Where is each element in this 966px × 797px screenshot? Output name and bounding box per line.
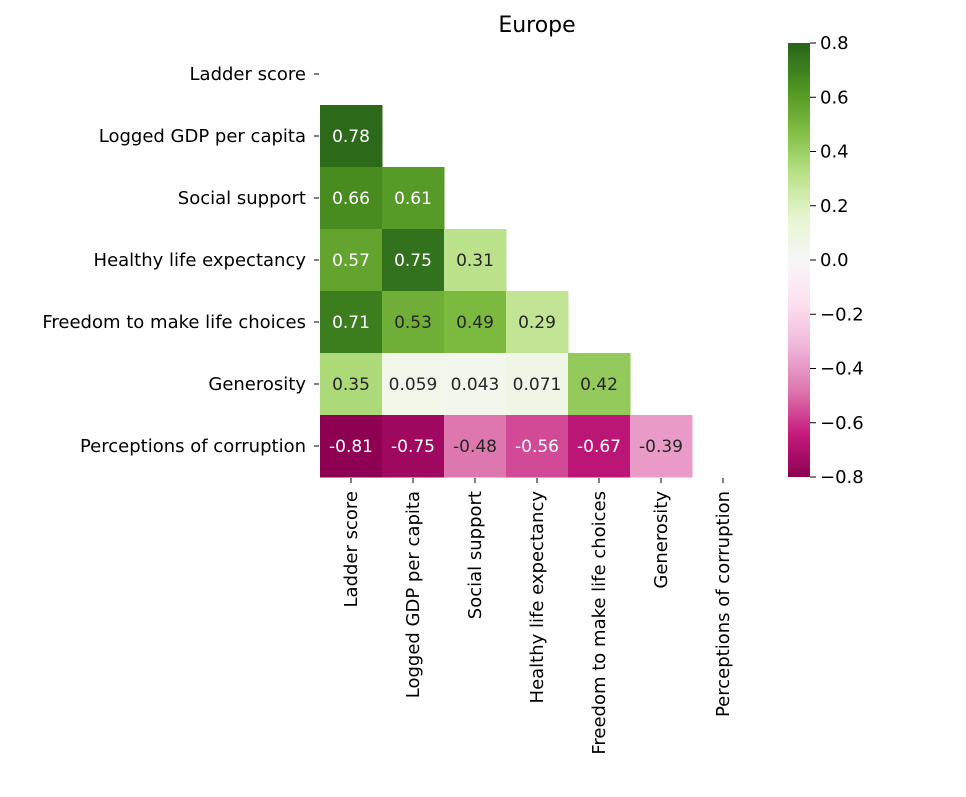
cell-value-label: -0.67 <box>577 437 621 457</box>
cell-value-label: 0.043 <box>451 375 500 395</box>
heatmap-cell <box>320 229 383 292</box>
heatmap-cell <box>382 291 445 354</box>
heatmap-cell <box>444 229 507 292</box>
colorbar-tick-label: −0.6 <box>820 413 864 434</box>
cell-value-label: 0.53 <box>394 313 432 333</box>
heatmap-cell <box>444 353 507 416</box>
cell-value-label: 0.61 <box>394 189 432 209</box>
cell-value-label: 0.75 <box>394 251 432 271</box>
heatmap-cell <box>568 353 631 416</box>
x-tick-label: Healthy life expectancy <box>527 491 548 704</box>
cell-value-label: 0.29 <box>518 313 556 333</box>
x-tick-label: Perceptions of corruption <box>713 491 734 717</box>
x-axis-tick-labels: Ladder score Logged GDP per capita Social … <box>341 478 734 755</box>
y-tick-label: Ladder score <box>190 64 306 85</box>
cell-value-label: 0.71 <box>332 313 370 333</box>
cell-value-label: -0.39 <box>639 437 683 457</box>
heatmap-cell <box>382 229 445 292</box>
cell-value-label: 0.66 <box>332 189 370 209</box>
heatmap-cell <box>382 415 445 478</box>
colorbar-gradient <box>788 43 810 477</box>
heatmap-cell <box>506 353 569 416</box>
heatmap-cell <box>382 167 445 230</box>
heatmap-cell <box>506 291 569 354</box>
heatmap-cell <box>568 415 631 478</box>
cell-value-label: 0.31 <box>456 251 494 271</box>
y-tick-label: Generosity <box>208 374 306 395</box>
cell-value-label: 0.49 <box>456 313 494 333</box>
colorbar-tick-label: −0.4 <box>820 359 864 380</box>
heatmap-cell <box>444 415 507 478</box>
heatmap-cells: 0.78 0.66 0.61 0.57 0.75 0.31 0.71 0.53 0.49 0.29… <box>320 105 693 478</box>
y-tick-label: Perceptions of corruption <box>80 436 306 457</box>
heatmap-cell <box>506 415 569 478</box>
colorbar-tick-label: 0.6 <box>820 87 849 108</box>
y-tick-label: Social support <box>178 188 306 209</box>
colorbar-tick-label: 0.2 <box>820 196 849 217</box>
colorbar-tick-label: 0.8 <box>820 33 849 54</box>
x-tick-label: Social support <box>465 491 486 619</box>
cell-value-label: 0.42 <box>580 375 618 395</box>
cell-value-label: 0.57 <box>332 251 370 271</box>
cell-value-label: 0.78 <box>332 127 370 147</box>
heatmap-cell <box>320 291 383 354</box>
colorbar-tick-label: 0.4 <box>820 142 849 163</box>
cell-value-label: -0.48 <box>453 437 497 457</box>
cell-value-label: 0.059 <box>389 375 438 395</box>
heatmap-cell <box>320 167 383 230</box>
cell-value-label: -0.56 <box>515 437 559 457</box>
colorbar: 0.8 0.6 0.4 0.2 0.0 −0.2 −0.4 −0.6 −0.8 <box>788 33 864 488</box>
x-tick-label: Ladder score <box>341 491 362 607</box>
colorbar-tick-label: 0.0 <box>820 250 849 271</box>
x-tick-label: Generosity <box>651 491 672 589</box>
cell-value-label: -0.75 <box>391 437 435 457</box>
heatmap-cell <box>320 105 383 168</box>
heatmap-cell <box>382 353 445 416</box>
x-tick-label: Freedom to make life choices <box>589 491 610 755</box>
cell-value-label: 0.35 <box>332 375 370 395</box>
heatmap-cell <box>320 353 383 416</box>
y-tick-label: Logged GDP per capita <box>99 126 306 147</box>
y-axis-tick-labels: Ladder score Logged GDP per capita Social … <box>42 64 319 457</box>
heatmap-cell <box>630 415 693 478</box>
y-tick-label: Healthy life expectancy <box>94 250 307 271</box>
heatmap-cell <box>320 415 383 478</box>
x-tick-label: Logged GDP per capita <box>403 491 424 698</box>
colorbar-tick-label: −0.8 <box>820 467 864 488</box>
cell-value-label: -0.81 <box>329 437 373 457</box>
y-tick-label: Freedom to make life choices <box>42 312 306 333</box>
chart-title: Europe <box>498 13 575 38</box>
colorbar-tick-label: −0.2 <box>820 304 864 325</box>
cell-value-label: 0.071 <box>513 375 562 395</box>
heatmap-cell <box>444 291 507 354</box>
